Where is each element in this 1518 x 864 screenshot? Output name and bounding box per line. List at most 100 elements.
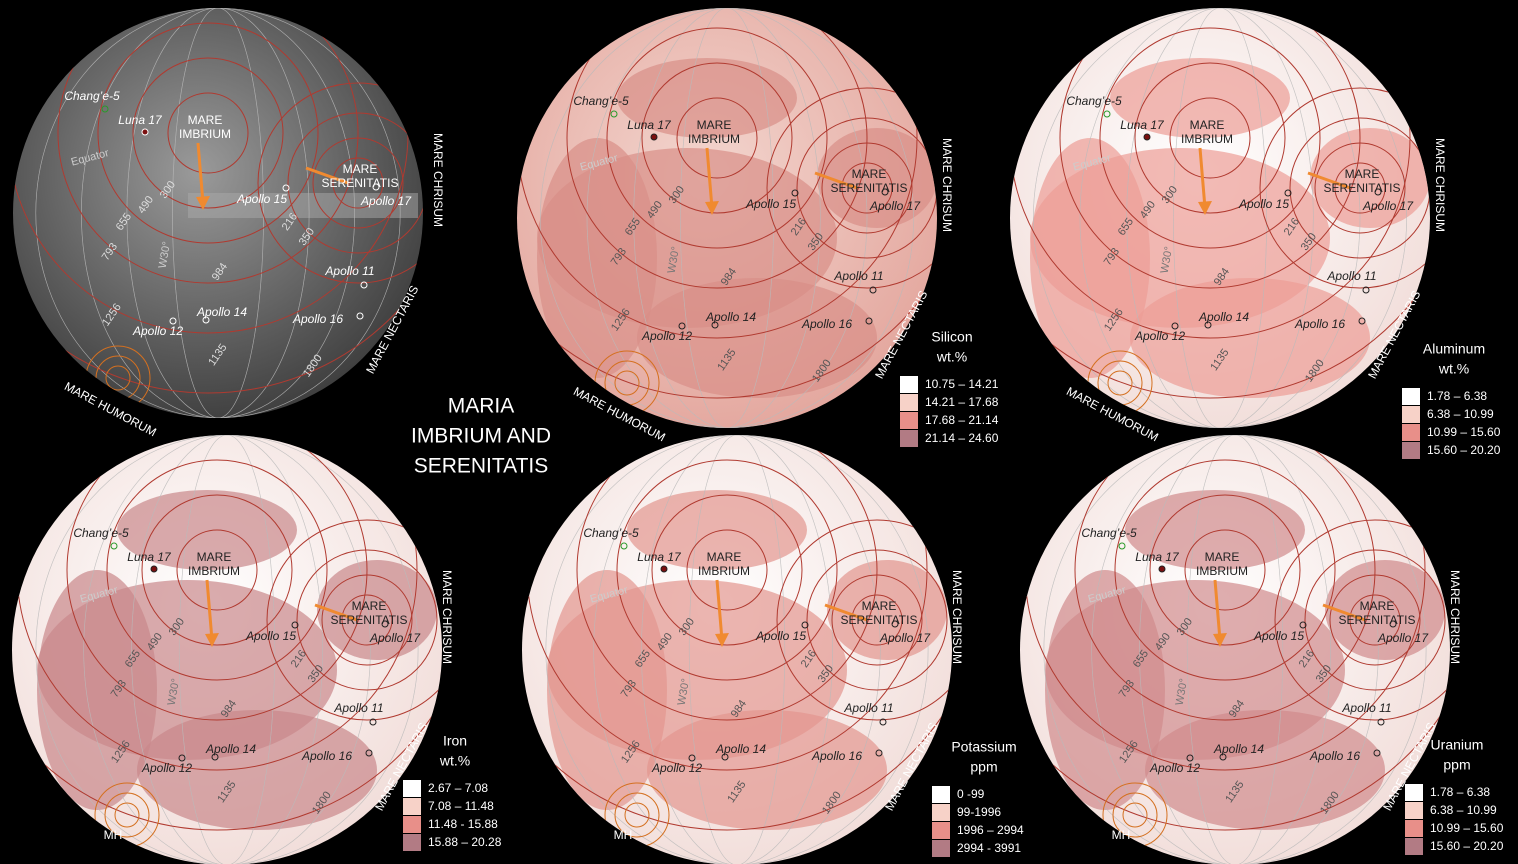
- globe-surface: [1010, 8, 1430, 428]
- site-marker: [141, 128, 149, 136]
- legend-unit: wt.%: [936, 349, 967, 365]
- impact-ring: [66, 435, 368, 721]
- site-label: Apollo 12: [651, 761, 702, 775]
- meridian: [1126, 8, 1314, 428]
- legend-label: 2.67 – 7.08: [428, 781, 488, 795]
- globe-surface: [522, 435, 952, 864]
- globe-panel: Chang’e-5 Luna 17 Apollo 15 Apollo 17 Apollo…: [12, 435, 502, 864]
- legend-title: Uranium: [1431, 737, 1484, 753]
- impact-ring: [105, 365, 131, 391]
- mare-label: MARE CHRISUM: [940, 138, 954, 232]
- site-label: Luna 17: [127, 550, 172, 564]
- site-label: Apollo 14: [715, 742, 766, 756]
- impact-ring: [12, 435, 442, 831]
- impact-ring: [132, 57, 284, 209]
- site-marker: [801, 621, 809, 629]
- impact-ring: [522, 435, 952, 831]
- site-label: Chang’e-5: [573, 94, 629, 108]
- site-marker: [1373, 749, 1381, 757]
- mare-label: MH: [104, 828, 123, 842]
- site-label: Apollo 12: [141, 761, 192, 775]
- site-label: Apollo 14: [705, 310, 756, 324]
- arrow: [715, 579, 724, 641]
- mare-label: MARE: [343, 162, 378, 176]
- mare-label: MARE: [188, 113, 223, 127]
- impact-ring: [614, 370, 640, 396]
- site-label: Apollo 17: [869, 199, 921, 213]
- legend-unit: ppm: [970, 759, 997, 775]
- site-label: Apollo 14: [205, 742, 256, 756]
- meridian: [1043, 435, 1427, 864]
- mare-label: SERENITATIS: [841, 613, 918, 627]
- arrow-head: [196, 196, 210, 210]
- site-label: Apollo 15: [1238, 197, 1289, 211]
- site-marker: [1374, 188, 1382, 196]
- impact-ring: [821, 142, 913, 234]
- site-marker: [381, 620, 389, 628]
- globe-panel: Chang’e-5 Luna 17 Apollo 15 Apollo 17 Apollo…: [13, 8, 445, 439]
- meridian: [545, 435, 929, 864]
- site-label: Apollo 12: [1134, 329, 1185, 343]
- legend-title: Silicon: [931, 329, 972, 345]
- impact-ring: [686, 529, 768, 611]
- impact-ring: [1334, 162, 1386, 214]
- impact-ring: [1020, 435, 1450, 831]
- globe-surface: [12, 435, 442, 864]
- meridian: [1079, 8, 1361, 428]
- site-marker: [291, 621, 299, 629]
- site-marker: [875, 749, 883, 757]
- site-marker: [865, 317, 873, 325]
- legend-swatch: [403, 834, 421, 851]
- impact-ring: [106, 459, 328, 681]
- site-label: Apollo 14: [196, 305, 247, 319]
- impact-ring: [97, 22, 319, 244]
- site-label: Apollo 16: [1309, 749, 1360, 763]
- mare-label: MARE: [697, 118, 732, 132]
- site-label: Apollo 15: [245, 629, 296, 643]
- mare-label: MARE CHRISUM: [1448, 570, 1462, 664]
- site-marker: [620, 542, 628, 550]
- mare-label: IMBRIUM: [179, 127, 231, 141]
- impact-ring: [614, 792, 660, 838]
- site-marker: [369, 718, 377, 726]
- site-label: Chang’e-5: [64, 89, 120, 103]
- impact-ring: [517, 8, 918, 339]
- title-line: SERENITATIS: [414, 455, 549, 478]
- site-marker: [660, 565, 668, 573]
- site-label: Luna 17: [118, 113, 163, 127]
- impact-ring: [167, 92, 249, 174]
- meridian: [1173, 8, 1267, 428]
- site-label: Apollo 17: [360, 194, 412, 208]
- meridian: [126, 8, 310, 418]
- meridian: [633, 8, 821, 428]
- composition-patch: [1030, 138, 1150, 378]
- legend-swatch: [1405, 838, 1423, 855]
- arrow: [205, 579, 214, 641]
- composition-patch: [537, 138, 657, 378]
- mare-label: SERENITATIS: [331, 613, 408, 627]
- meridian-label: W30°: [666, 246, 683, 275]
- mare-label: SERENITATIS: [1324, 181, 1401, 195]
- impact-ring: [1074, 435, 1376, 721]
- composition-patch: [137, 710, 377, 830]
- meridian-label: W30°: [166, 678, 183, 707]
- impact-ring: [1114, 459, 1336, 681]
- legend-label: 10.99 – 15.60: [1430, 821, 1504, 835]
- mare-label: MARE: [1345, 167, 1380, 181]
- impact-ring: [616, 459, 838, 681]
- site-marker: [891, 620, 899, 628]
- legend-label: 15.60 – 20.20: [1427, 443, 1501, 457]
- impact-ring: [796, 117, 937, 259]
- site-marker: [1389, 620, 1397, 628]
- impact-ring: [104, 792, 150, 838]
- site-label: Apollo 16: [292, 312, 343, 326]
- legend-label: 10.75 – 14.21: [925, 377, 999, 391]
- impact-ring: [1274, 519, 1450, 721]
- site-label: Apollo 16: [1294, 317, 1345, 331]
- composition-patch: [637, 278, 877, 398]
- mare-label: MH: [614, 828, 633, 842]
- legend-swatch: [900, 394, 918, 411]
- impact-ring: [1059, 8, 1361, 289]
- composition-patch: [1130, 278, 1370, 398]
- globe-surface: [13, 8, 423, 418]
